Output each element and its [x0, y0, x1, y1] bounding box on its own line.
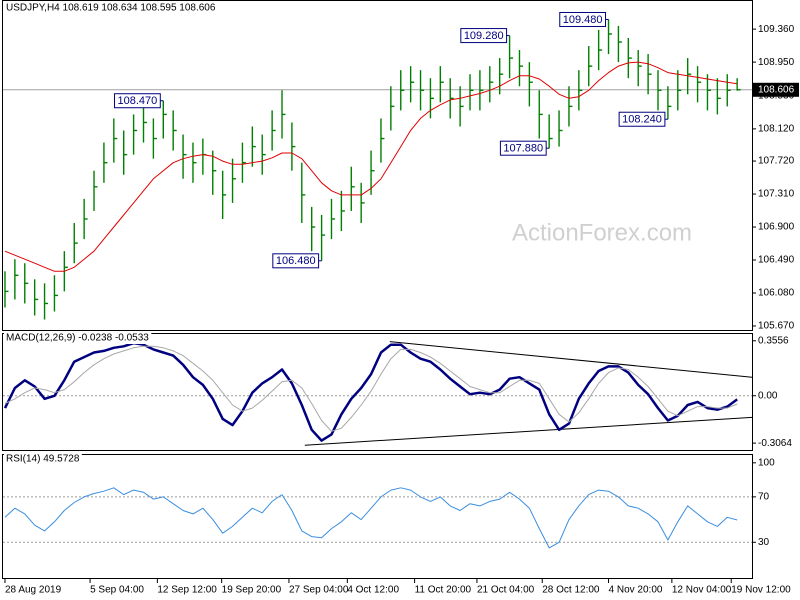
y-tick-label: 108.950: [758, 57, 795, 68]
current-price-box: [753, 82, 799, 97]
title-bg: [4, 453, 82, 465]
panel-title: RSI(14) 49.5728: [6, 454, 80, 465]
line: [4, 345, 738, 432]
x-tick-label: 5 Sep 04:00: [90, 585, 144, 596]
x-tick-label: 28 Aug 2019: [5, 585, 62, 596]
x-tick-label: 19 Sep 20:00: [222, 585, 282, 596]
x-tick-label: 12 Sep 12:00: [157, 585, 217, 596]
x-tick-label: 27 Sep 04:00: [289, 585, 349, 596]
annotation-label: 108.240: [622, 114, 662, 126]
watermark: ActionForex.com: [512, 219, 692, 246]
y-tick-label: 107.310: [758, 189, 795, 200]
y-tick-label: 106.490: [758, 255, 795, 266]
y-tick-label: 109.360: [758, 24, 795, 35]
x-tick-label: 11 Oct 20:00: [415, 585, 472, 596]
y-tick-label: -0.3064: [758, 438, 792, 449]
panel-title: MACD(12,26,9) -0.0238 -0.0533: [6, 333, 149, 344]
annotation-label: 109.480: [563, 14, 603, 26]
current-price-label: 108.606: [758, 84, 795, 95]
line: [4, 61, 738, 272]
line: [4, 487, 738, 549]
y-tick-label: 106.900: [758, 222, 795, 233]
title-bg: [4, 332, 152, 344]
annotation-label: 106.480: [276, 255, 316, 267]
y-tick-label: 30: [758, 537, 770, 548]
y-tick-label: 106.080: [758, 288, 795, 299]
line: [3, 341, 738, 442]
y-tick-label: 0.00: [758, 390, 778, 401]
trendline: [304, 416, 753, 446]
x-tick-label: 4 Nov 20:00: [609, 585, 663, 596]
trendline: [389, 341, 753, 378]
rsi-panel-frame: [2, 454, 753, 579]
y-tick-label: 107.720: [758, 156, 795, 167]
annotation-label: 107.880: [503, 143, 543, 155]
x-tick-label: 28 Oct 12:00: [542, 585, 600, 596]
x-tick-label: 12 Nov 04:00: [672, 585, 732, 596]
y-tick-label: 100: [758, 457, 775, 468]
y-tick-label: 70: [758, 492, 770, 503]
annotation-label: 109.280: [464, 30, 504, 42]
macd-panel-frame: [2, 333, 753, 451]
annotation-label: 108.470: [118, 95, 158, 107]
y-tick-label: 0.3556: [758, 335, 789, 346]
x-tick-label: 19 Nov 12:00: [731, 585, 791, 596]
y-tick-label: 108.120: [758, 124, 795, 135]
price-panel-frame: [2, 0, 753, 331]
panel-title: USDJPY,H4 108.619 108.634 108.595 108.60…: [6, 3, 216, 14]
x-tick-label: 4 Oct 12:00: [347, 585, 399, 596]
x-tick-label: 21 Oct 04:00: [477, 585, 535, 596]
y-tick-label: 105.670: [758, 321, 795, 332]
title-bg: [4, 2, 218, 14]
